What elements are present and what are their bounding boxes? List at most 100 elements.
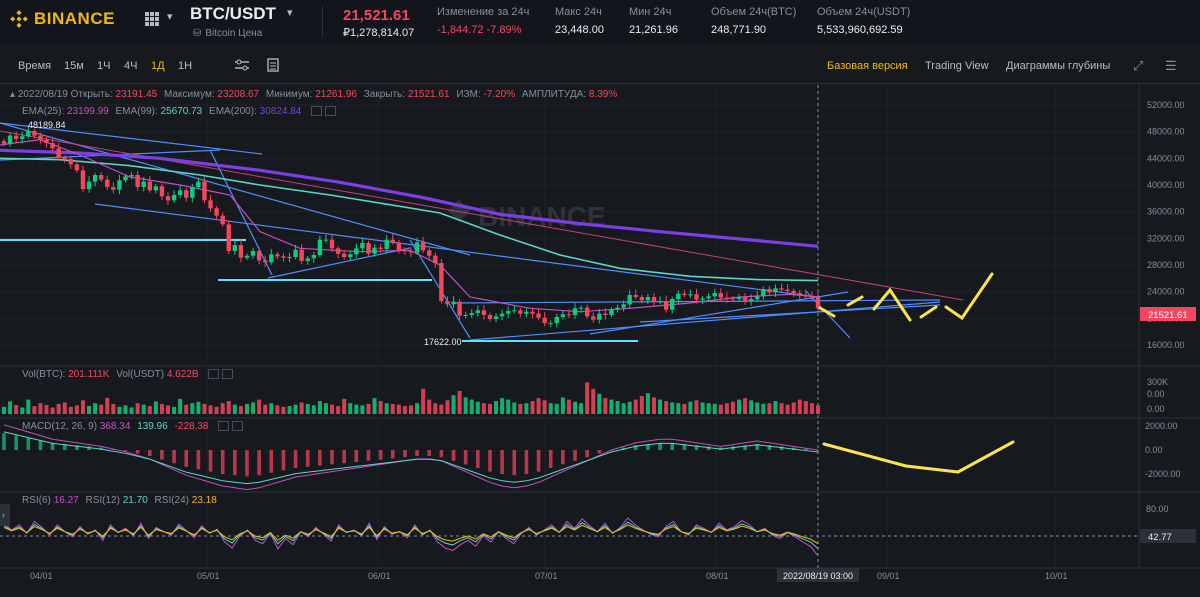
- candle[interactable]: [402, 247, 408, 255]
- candle[interactable]: [633, 289, 638, 300]
- candle[interactable]: [159, 183, 165, 201]
- candle[interactable]: [269, 248, 274, 265]
- candle[interactable]: [584, 304, 590, 319]
- candle[interactable]: [335, 246, 341, 259]
- candle[interactable]: [433, 252, 438, 268]
- candle[interactable]: [360, 237, 365, 253]
- candle[interactable]: [773, 284, 778, 297]
- candle[interactable]: [530, 307, 535, 319]
- candle[interactable]: [724, 292, 730, 303]
- candle[interactable]: [135, 171, 140, 191]
- candle[interactable]: [645, 293, 651, 305]
- vol-settings-button[interactable]: [208, 369, 220, 380]
- candle[interactable]: [238, 239, 244, 263]
- candle[interactable]: [220, 212, 225, 227]
- expand-panel-button[interactable]: [0, 504, 10, 526]
- candle[interactable]: [184, 188, 189, 202]
- candle[interactable]: [372, 244, 377, 257]
- candle[interactable]: [341, 250, 347, 260]
- candle[interactable]: [439, 259, 444, 304]
- candle[interactable]: [171, 190, 177, 203]
- vol-close-button[interactable]: [222, 369, 234, 380]
- ema-settings-button[interactable]: [311, 106, 323, 117]
- fullscreen-icon[interactable]: ⤢: [1133, 58, 1144, 73]
- chart-canvas[interactable]: BINANCE: [0, 85, 1200, 597]
- chart-type-icon[interactable]: [267, 58, 279, 75]
- candle[interactable]: [32, 128, 37, 139]
- candle[interactable]: [505, 306, 511, 319]
- candle[interactable]: [560, 310, 566, 320]
- candle[interactable]: [384, 234, 389, 254]
- candle[interactable]: [129, 171, 134, 180]
- candle[interactable]: [299, 244, 304, 265]
- candle[interactable]: [62, 155, 67, 163]
- candle[interactable]: [609, 307, 614, 318]
- view-depth[interactable]: Диаграммы глубины: [1006, 60, 1111, 72]
- candle[interactable]: [68, 155, 74, 169]
- candle[interactable]: [639, 294, 645, 304]
- candle[interactable]: [803, 291, 809, 299]
- candle[interactable]: [706, 293, 711, 301]
- candle[interactable]: [481, 304, 487, 320]
- candle[interactable]: [730, 296, 736, 302]
- candle[interactable]: [469, 309, 474, 319]
- candle[interactable]: [554, 313, 559, 328]
- indicator-settings-icon[interactable]: [234, 58, 250, 75]
- candle[interactable]: [688, 289, 693, 299]
- view-tradingview[interactable]: Trading View: [925, 60, 989, 72]
- candle[interactable]: [761, 286, 766, 300]
- apps-caret-icon[interactable]: ▾: [167, 11, 173, 23]
- candle[interactable]: [123, 174, 128, 183]
- candle[interactable]: [390, 234, 395, 245]
- candle[interactable]: [572, 302, 578, 319]
- candle[interactable]: [111, 182, 116, 194]
- candle[interactable]: [536, 308, 541, 320]
- interval-1d[interactable]: 1Д: [151, 60, 165, 72]
- candle[interactable]: [457, 299, 462, 321]
- candle[interactable]: [524, 308, 529, 318]
- candle[interactable]: [1, 138, 7, 146]
- candle[interactable]: [74, 160, 80, 173]
- candle[interactable]: [670, 296, 675, 314]
- candle[interactable]: [408, 247, 414, 257]
- candle[interactable]: [165, 192, 171, 205]
- candle[interactable]: [80, 165, 86, 193]
- macd-settings-button[interactable]: [218, 421, 230, 432]
- candle[interactable]: [748, 294, 754, 306]
- candle[interactable]: [141, 176, 146, 192]
- candle[interactable]: [226, 220, 231, 255]
- candle[interactable]: [463, 311, 468, 318]
- candle[interactable]: [378, 243, 383, 253]
- candle[interactable]: [232, 240, 238, 255]
- candle[interactable]: [44, 135, 49, 148]
- candle[interactable]: [694, 288, 699, 304]
- candle[interactable]: [700, 296, 705, 305]
- candle[interactable]: [7, 132, 13, 147]
- candle[interactable]: [281, 253, 286, 262]
- candle[interactable]: [20, 131, 25, 144]
- candle[interactable]: [518, 308, 523, 317]
- candle[interactable]: [657, 296, 663, 304]
- chart-area[interactable]: BINANCE: [0, 85, 1200, 597]
- candle[interactable]: [366, 240, 371, 256]
- ema-close-button[interactable]: [325, 106, 337, 117]
- candle[interactable]: [275, 252, 280, 260]
- candle[interactable]: [323, 234, 329, 243]
- candle[interactable]: [663, 295, 669, 313]
- candle[interactable]: [38, 132, 43, 144]
- candle[interactable]: [676, 290, 681, 304]
- candle[interactable]: [56, 142, 61, 161]
- candle[interactable]: [736, 293, 742, 303]
- candle[interactable]: [512, 304, 517, 314]
- candle[interactable]: [542, 312, 547, 327]
- candle[interactable]: [250, 247, 256, 259]
- candle[interactable]: [566, 309, 572, 319]
- pair-subtitle[interactable]: ⛁ Bitcoin Цена: [193, 28, 262, 39]
- candle[interactable]: [591, 312, 596, 323]
- candle[interactable]: [147, 176, 152, 193]
- candle[interactable]: [256, 247, 262, 265]
- candle[interactable]: [597, 308, 602, 324]
- candle[interactable]: [117, 174, 122, 195]
- macd-close-button[interactable]: [232, 421, 244, 432]
- candle[interactable]: [621, 300, 626, 312]
